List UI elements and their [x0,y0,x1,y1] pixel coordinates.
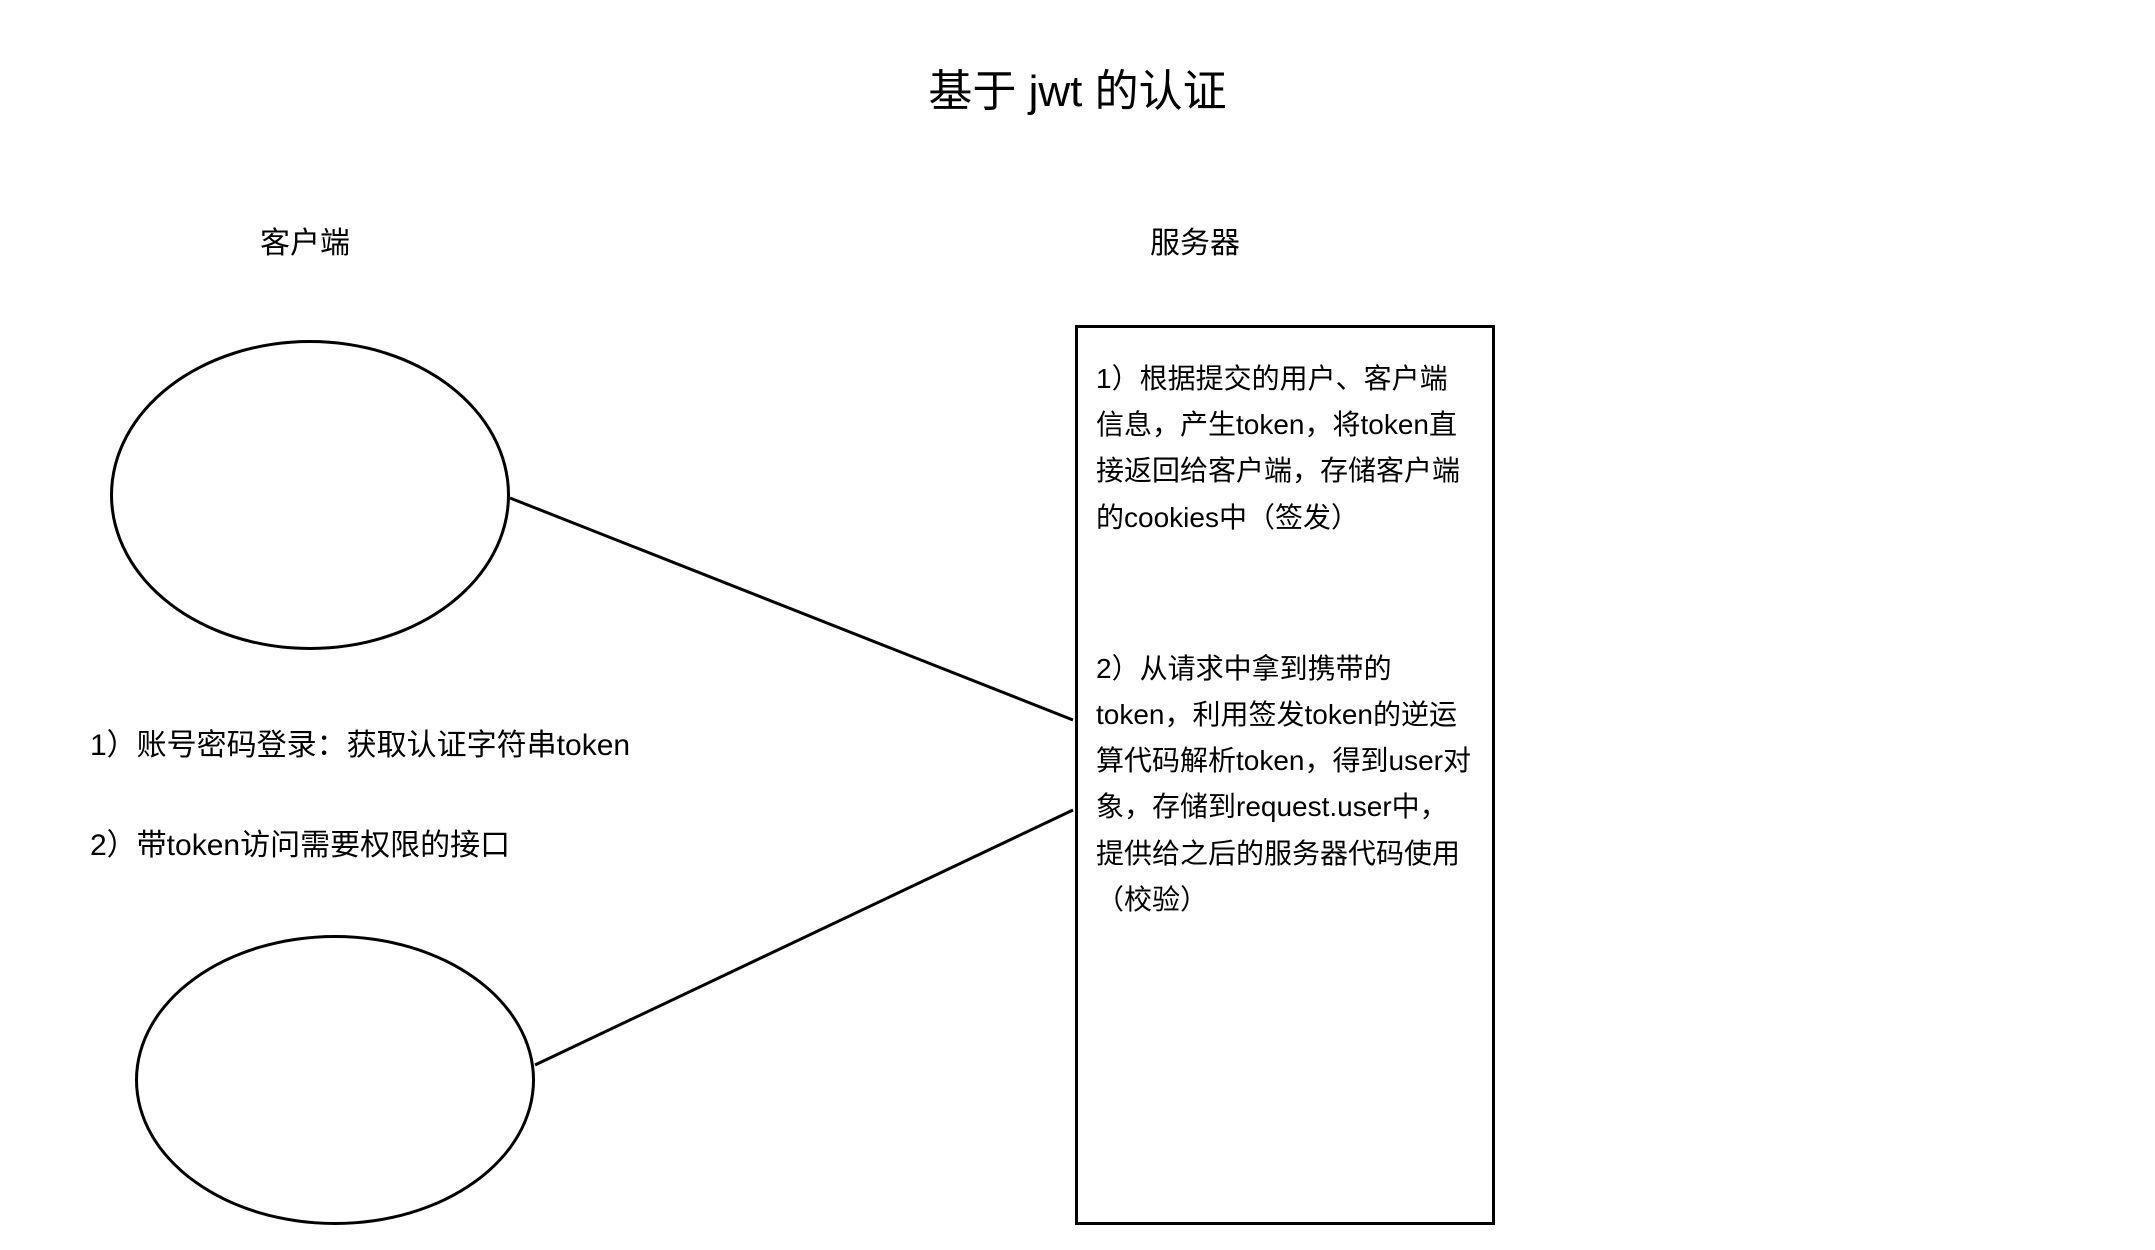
client-ellipse-2 [135,935,535,1225]
server-box: 1）根据提交的用户、客户端信息，产生token，将token直接返回给客户端，存… [1075,325,1495,1225]
client-step-1: 1）账号密码登录：获取认证字符串token [90,720,630,764]
client-label: 客户端 [260,218,350,262]
diagram-title: 基于 jwt 的认证 [0,55,2155,119]
server-label: 服务器 [1150,218,1240,262]
server-step-1: 1）根据提交的用户、客户端信息，产生token，将token直接返回给客户端，存… [1096,356,1474,541]
line-2 [535,810,1073,1065]
line-1 [510,498,1073,720]
client-ellipse-1 [110,340,510,650]
server-step-2: 2）从请求中拿到携带的token，利用签发token的逆运算代码解析token，… [1096,646,1474,923]
client-step-2: 2）带token访问需要权限的接口 [90,820,510,864]
